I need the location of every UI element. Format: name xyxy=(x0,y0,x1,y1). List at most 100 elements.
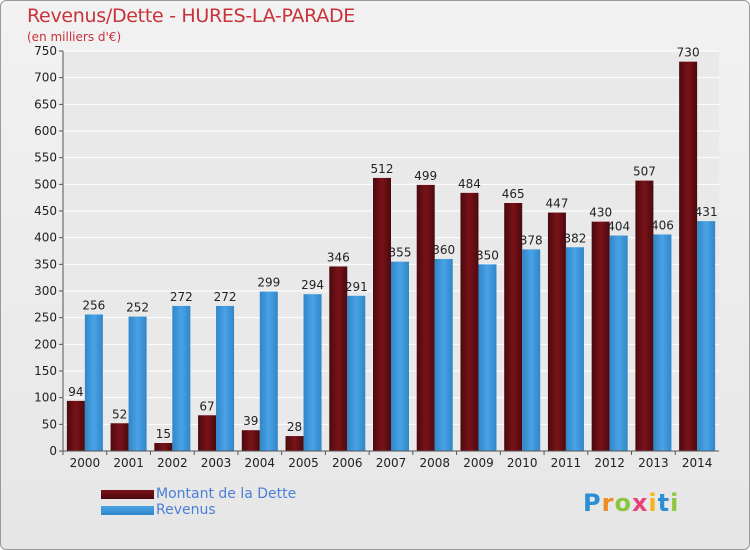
x-tick-label: 2001 xyxy=(113,456,144,470)
x-tick-label: 2008 xyxy=(419,456,450,470)
x-tick-label: 2010 xyxy=(507,456,538,470)
bar-dette xyxy=(285,436,304,451)
x-tick-label: 2011 xyxy=(551,456,582,470)
data-label-dette: 447 xyxy=(545,197,568,211)
bar-dette xyxy=(547,212,566,451)
data-label-dette: 52 xyxy=(112,407,127,421)
bar-revenus xyxy=(216,305,235,451)
y-tick-label: 0 xyxy=(49,444,57,458)
logo-letter: P xyxy=(583,489,602,517)
logo-letter: t xyxy=(657,489,671,517)
data-label-dette: 430 xyxy=(589,206,612,220)
proxiti-logo[interactable]: Proxiti xyxy=(583,489,679,517)
y-tick-label: 300 xyxy=(34,284,57,298)
bar-revenus xyxy=(347,295,366,451)
data-label-revenus: 291 xyxy=(345,280,368,294)
y-tick-label: 50 xyxy=(42,417,57,431)
bar-dette xyxy=(635,180,654,451)
bar-revenus xyxy=(522,249,541,451)
data-label-dette: 15 xyxy=(156,427,171,441)
y-tick-label: 550 xyxy=(34,151,57,165)
bar-dette xyxy=(679,61,698,452)
bar-revenus xyxy=(303,294,322,451)
x-tick-label: 2000 xyxy=(70,456,101,470)
x-tick-label: 2002 xyxy=(157,456,188,470)
logo-letter: r xyxy=(601,489,615,517)
data-label-dette: 67 xyxy=(199,399,214,413)
y-tick-label: 600 xyxy=(34,124,57,138)
legend-swatch-revenus xyxy=(101,506,154,515)
data-label-revenus: 256 xyxy=(82,298,105,312)
y-tick-label: 450 xyxy=(34,204,57,218)
chart-subtitle: (en milliers d'€) xyxy=(27,30,122,44)
data-label-dette: 346 xyxy=(327,250,350,264)
bar-revenus xyxy=(653,234,672,451)
data-label-dette: 512 xyxy=(371,162,394,176)
data-label-dette: 484 xyxy=(458,177,481,191)
x-tick-label: 2003 xyxy=(201,456,232,470)
data-label-revenus: 294 xyxy=(301,278,324,292)
data-label-revenus: 360 xyxy=(432,243,455,257)
bar-revenus xyxy=(478,264,497,451)
bar-dette xyxy=(329,266,348,451)
y-tick-label: 650 xyxy=(34,97,57,111)
bar-revenus xyxy=(391,261,409,451)
bar-dette xyxy=(416,184,435,451)
y-tick-label: 700 xyxy=(34,71,57,85)
data-label-dette: 28 xyxy=(287,420,302,434)
bar-dette xyxy=(504,203,523,451)
data-label-revenus: 272 xyxy=(170,290,193,304)
data-label-revenus: 299 xyxy=(257,276,280,290)
y-tick-label: 100 xyxy=(34,391,57,405)
logo-letter: x xyxy=(631,489,649,517)
bar-revenus xyxy=(434,259,453,451)
logo-letter: i xyxy=(670,489,680,517)
data-label-revenus: 252 xyxy=(126,301,149,315)
x-tick-label: 2006 xyxy=(332,456,363,470)
bar-revenus xyxy=(565,247,584,451)
bar-dette xyxy=(154,443,173,451)
y-tick-label: 500 xyxy=(34,177,57,191)
legend-label-revenus: Revenus xyxy=(156,502,216,518)
bar-revenus xyxy=(609,235,628,451)
bar-dette xyxy=(460,192,479,451)
data-label-revenus: 382 xyxy=(563,231,586,245)
data-label-dette: 465 xyxy=(502,187,525,201)
y-tick-label: 400 xyxy=(34,231,57,245)
data-label-revenus: 350 xyxy=(476,248,499,262)
bar-revenus xyxy=(697,221,716,451)
y-tick-label: 750 xyxy=(34,44,57,58)
data-label-dette: 507 xyxy=(633,165,656,179)
data-label-revenus: 355 xyxy=(389,246,412,260)
data-label-revenus: 378 xyxy=(520,233,543,247)
bar-dette xyxy=(373,177,391,451)
y-tick-label: 150 xyxy=(34,364,57,378)
data-label-revenus: 404 xyxy=(607,220,630,234)
logo-letter: i xyxy=(648,489,658,517)
bar-dette xyxy=(66,400,85,451)
x-tick-label: 2004 xyxy=(245,456,276,470)
bar-revenus xyxy=(128,316,147,451)
data-label-revenus: 431 xyxy=(695,205,718,219)
data-label-dette: 39 xyxy=(243,414,258,428)
data-label-dette: 730 xyxy=(677,46,700,60)
y-tick-label: 350 xyxy=(34,257,57,271)
data-label-dette: 499 xyxy=(414,169,437,183)
bar-dette xyxy=(110,423,129,451)
data-label-revenus: 272 xyxy=(214,290,237,304)
data-label-revenus: 406 xyxy=(651,218,674,232)
bar-revenus xyxy=(172,305,191,451)
x-tick-label: 2014 xyxy=(682,456,713,470)
legend-swatch-dette xyxy=(101,490,154,499)
y-tick-label: 200 xyxy=(34,337,57,351)
legend-label-dette: Montant de la Dette xyxy=(156,486,297,502)
logo-letter: o xyxy=(614,489,632,517)
data-label-dette: 94 xyxy=(68,385,83,399)
x-tick-label: 2012 xyxy=(594,456,625,470)
x-tick-label: 2007 xyxy=(376,456,407,470)
bar-revenus xyxy=(84,314,103,451)
bar-revenus xyxy=(259,291,278,451)
y-tick-label: 250 xyxy=(34,311,57,325)
